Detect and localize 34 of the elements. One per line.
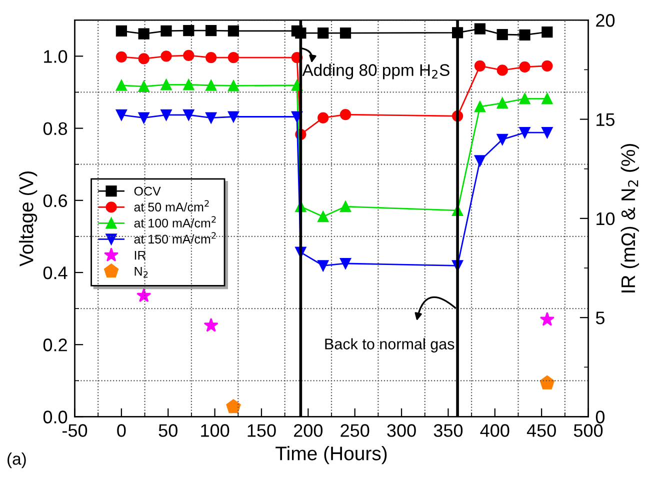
legend-label: at 100 mA/cm$^{2}$ bbox=[134, 216, 216, 228]
x-tick-label: 0 bbox=[117, 424, 126, 437]
y-tick-label: 0.2 bbox=[43, 338, 67, 352]
x-axis-title: Time (Hours) bbox=[276, 446, 387, 464]
x-tick-label: 300 bbox=[387, 424, 416, 437]
x-tick-label: 250 bbox=[340, 424, 370, 437]
y-tick-label: 0.0 bbox=[43, 410, 68, 424]
x-tick-label: 50 bbox=[158, 424, 178, 437]
y2-tick-label: 5 bbox=[596, 312, 604, 324]
y-tick-label: 0.8 bbox=[43, 122, 68, 136]
x-tick-label: 100 bbox=[201, 424, 230, 437]
annotation: Adding 80 ppm H$_{2}$S bbox=[302, 64, 450, 80]
y-axis-title: Voltage (V) bbox=[19, 172, 38, 266]
x-tick-label: 350 bbox=[434, 424, 463, 437]
legend-label: OCV bbox=[134, 186, 161, 196]
y-tick-label: 0.6 bbox=[43, 194, 68, 208]
annotation: Back to normal gas bbox=[325, 338, 454, 352]
text: (a) bbox=[8, 452, 26, 468]
legend-label: at 50 mA/cm$^{2}$ bbox=[134, 200, 209, 212]
x-tick-label: 200 bbox=[294, 424, 323, 437]
x-tick-label: 150 bbox=[248, 424, 276, 437]
y2-axis-title: IR (mΩ) & N$_{2}$ (%) bbox=[620, 144, 639, 292]
x-tick-label: 400 bbox=[480, 424, 510, 437]
x-tick-label: -50 bbox=[62, 424, 88, 437]
y2-tick-label: 15 bbox=[596, 113, 615, 126]
legend-label: N$_{2}$ bbox=[134, 266, 148, 278]
x-tick-label: 500 bbox=[574, 424, 603, 437]
y2-tick-label: 0 bbox=[596, 410, 605, 424]
x-tick-label: 450 bbox=[526, 424, 556, 437]
y-tick-label: 1.0 bbox=[44, 50, 68, 63]
y2-tick-label: 20 bbox=[596, 14, 615, 27]
legend-label: IR bbox=[134, 250, 146, 260]
y2-tick-label: 10 bbox=[596, 212, 615, 226]
y-tick-label: 0.4 bbox=[43, 266, 68, 280]
